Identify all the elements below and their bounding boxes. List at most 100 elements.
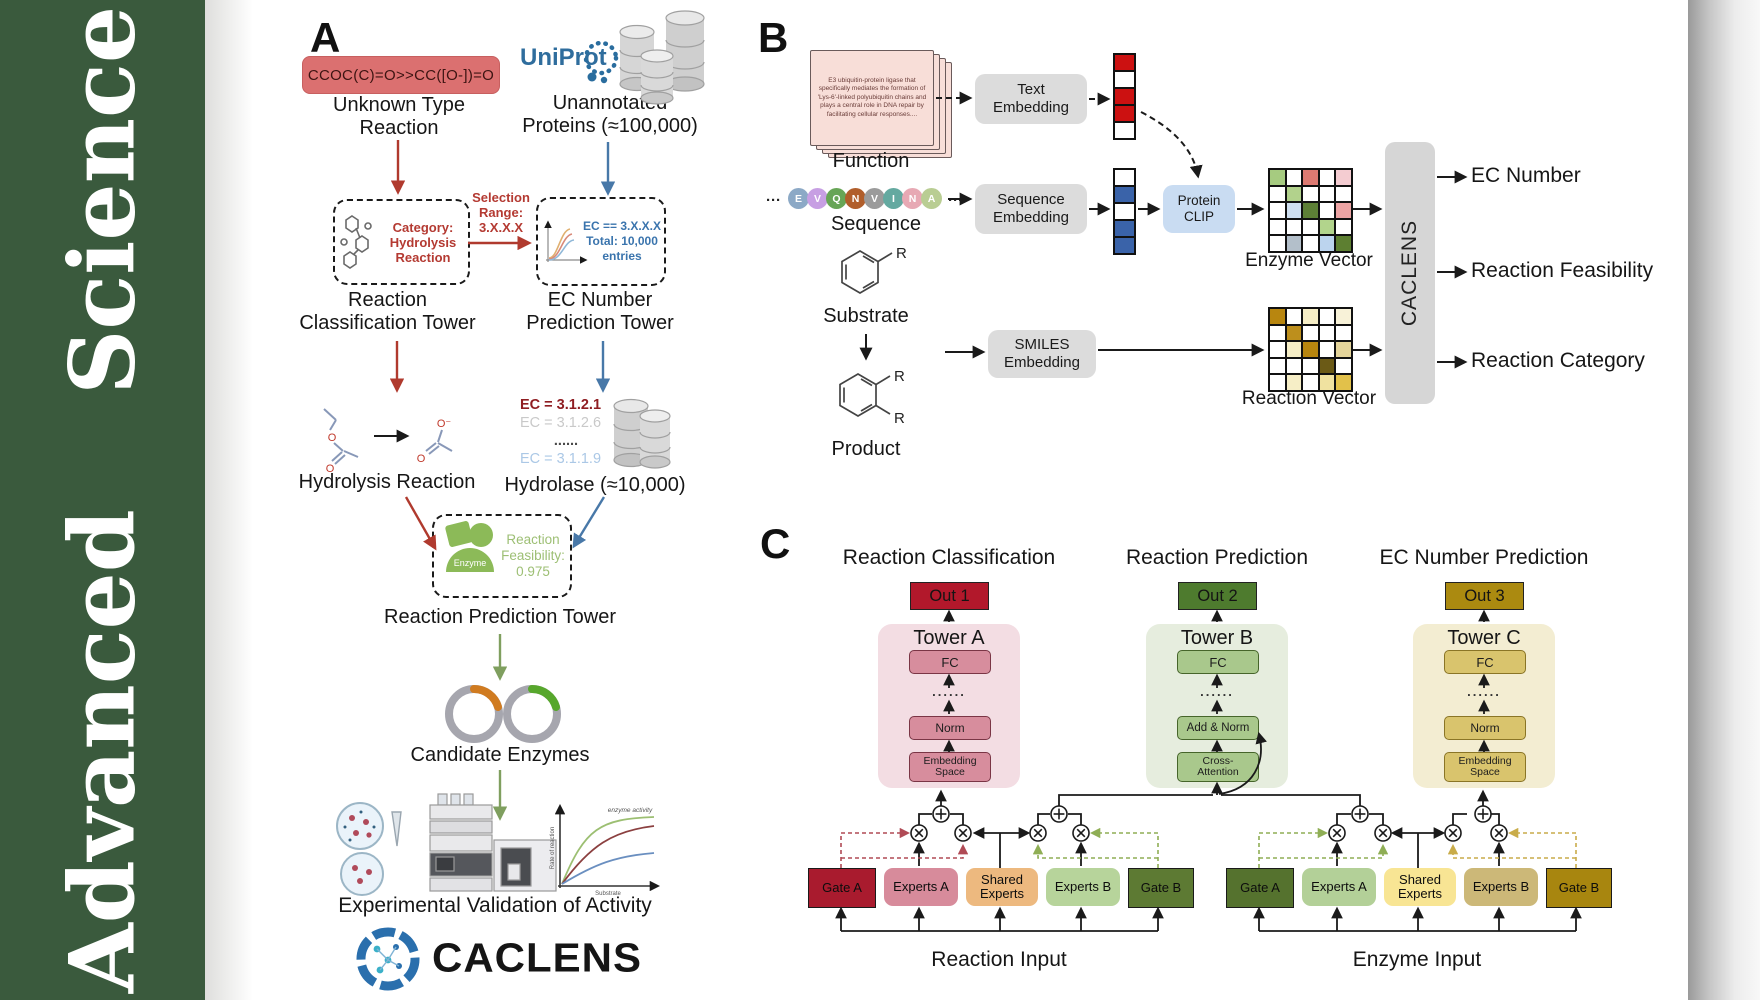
moe-box-experts-a: Experts A [1302,868,1376,906]
matrix-cell [1319,342,1334,357]
enzyme-vector-matrix [1268,168,1353,253]
add-node-icon [932,805,950,823]
matrix-cell [1286,170,1301,185]
reaction-feasibility-box: Reaction Feasibility: 0.975 [432,514,572,598]
matrix-cell [1336,186,1351,201]
unknown-type-label: Unknown Type Reaction [333,94,465,139]
candidate-enzymes-label: Candidate Enzymes [410,744,590,766]
matrix-cell [1303,358,1318,373]
residue-circle: N [902,188,923,209]
matrix-cell [1270,342,1285,357]
sequence-label: Sequence [830,213,922,235]
tower-c-embedding-space: Embedding Space [1444,752,1526,782]
matrix-cell [1270,325,1285,340]
ec-number-list: EC = 3.1.2.1 EC = 3.1.2.6...... EC = 3.1.1… [520,396,612,468]
tower-a-embedding-space: Embedding Space [909,752,991,782]
multiply-node-icon [1328,824,1346,842]
text-embedding-vector [1113,53,1136,140]
substrate-r-label: R [896,245,907,262]
plasmid-icons [445,685,561,743]
vector-cell [1115,72,1134,87]
tower-c-dots: ...... [1467,684,1501,699]
add-node-icon [1351,805,1369,823]
matrix-cell [1319,375,1334,390]
residue-circle: A [921,188,942,209]
function-card-front: E3 ubiquitin-protein ligase that specifi… [810,50,934,146]
multiply-node-icon [954,824,972,842]
vector-cell [1115,55,1134,70]
matrix-cell [1270,170,1285,185]
acetate-o-minus: O⁻ [437,418,452,430]
residue-circle: V [864,188,885,209]
matrix-cell [1270,219,1285,234]
matrix-cell [1336,309,1351,324]
moe-box-experts-b: Experts B [1046,868,1120,906]
add-node-icon [1050,805,1068,823]
sequence-embedding-vector [1113,168,1136,255]
multiply-node-icon [1490,824,1508,842]
matrix-cell [1303,236,1318,251]
tower-a-norm: Norm [909,716,991,740]
matrix-cell [1319,325,1334,340]
tower-b-cross-attention: Cross- Attention [1177,752,1259,782]
residue-circle: I [883,188,904,209]
multiply-node-icon [1072,824,1090,842]
matrix-cell [1270,186,1285,201]
reaction-vector-label: Reaction Vector [1241,388,1377,409]
vector-cell [1115,89,1134,104]
vector-cell [1115,238,1134,253]
tower-c-norm: Norm [1444,716,1526,740]
tower-c-title: Tower C [1447,627,1521,649]
matrix-cell [1303,170,1318,185]
vector-cell [1115,106,1134,121]
matrix-cell [1319,203,1334,218]
panel-a-label: A [310,14,341,61]
matrix-cell [1336,358,1351,373]
caclens-model-label: CACLENS [1398,219,1421,327]
protein-clip-box: Protein CLIP [1163,185,1235,233]
prediction-tower-label: Reaction Prediction Tower [384,606,616,628]
selection-range-label: Selection Range: 3.X.X.X [472,190,530,235]
column-title-reaction-prediction: Reaction Prediction [1125,546,1309,569]
tower-a-dots: ...... [932,684,966,699]
hydrolase-database-icon [613,398,671,469]
matrix-cell [1286,186,1301,201]
matrix-cell [1336,236,1351,251]
caclens-logo-icon [356,927,420,991]
function-card-text: E3 ubiquitin-protein ligase that specifi… [817,76,927,118]
gate-routing-lines [840,827,1577,868]
matrix-cell [1286,203,1301,218]
tower-c-fc: FC [1444,650,1526,674]
reaction-vector-matrix [1268,307,1353,392]
matrix-cell [1270,203,1285,218]
acetate-molecule [425,429,453,455]
product-molecule [839,373,891,417]
tower-a-title: Tower A [913,627,985,649]
tower-b-add-norm: Add & Norm [1177,716,1259,740]
sequence-ellipsis-right: ··· [948,192,963,209]
petri-dish-icons [336,802,402,896]
matrix-cell [1336,203,1351,218]
matrix-cell [1319,186,1334,201]
moe-box-gate-b: Gate B [1128,868,1194,908]
product-label: Product [831,438,901,460]
matrix-cell [1319,309,1334,324]
panel-b-label: B [758,14,789,61]
matrix-cell [1303,375,1318,390]
reaction-moe-row: Gate A Experts A Shared Experts Experts B Ga… [808,868,1194,908]
product-r2-label: R [894,410,905,427]
out-2-box: Out 2 [1178,582,1257,610]
output-reaction-feasibility: Reaction Feasibility [1471,259,1654,282]
matrix-cell [1336,342,1351,357]
out-3-box: Out 3 [1445,582,1524,610]
hydrolase-label: Hydrolase (≈10,000) [504,474,686,496]
matrix-cell [1319,358,1334,373]
sequence-ellipsis-left: ··· [766,192,781,209]
matrix-cell [1303,186,1318,201]
moe-box-shared-experts: Shared Experts [1384,868,1456,906]
matrix-cell [1336,219,1351,234]
sequence-embedding-box: Sequence Embedding [975,184,1087,234]
tower-b-title: Tower B [1180,627,1254,649]
matrix-cell [1270,236,1285,251]
